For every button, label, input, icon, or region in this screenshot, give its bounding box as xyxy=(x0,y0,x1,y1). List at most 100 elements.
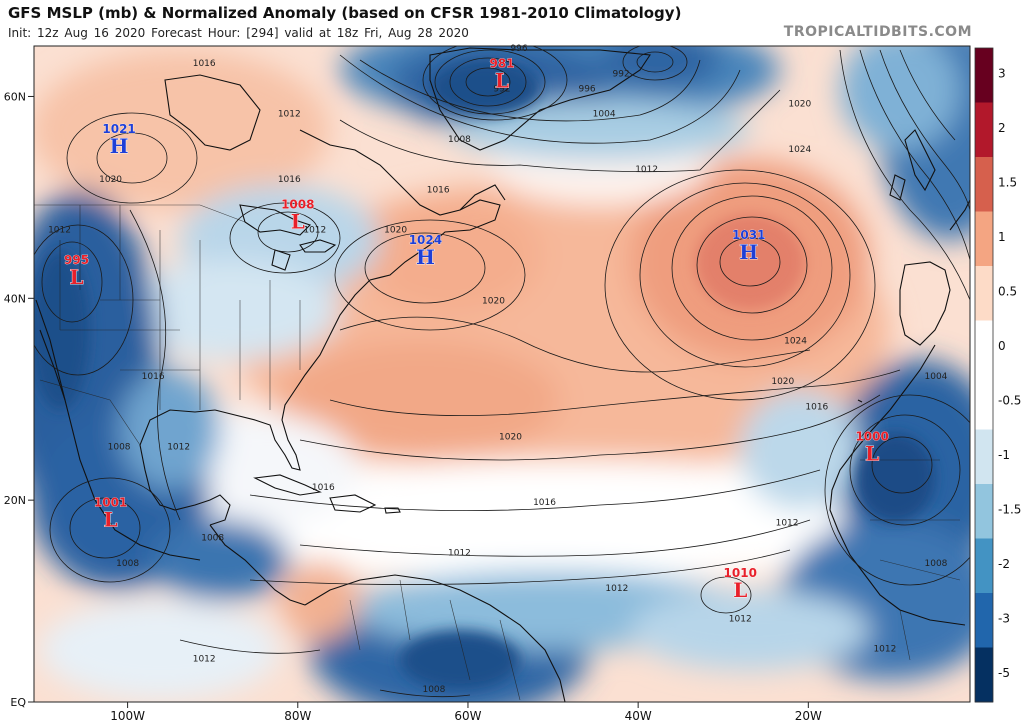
isobar-label: 1012 xyxy=(278,110,301,120)
center-type-letter: H xyxy=(739,240,758,264)
isobar-label: 1020 xyxy=(482,296,505,306)
colorbar-label: 0 xyxy=(998,339,1006,353)
center-type-letter: L xyxy=(70,265,84,289)
colorbar-label: -0.5 xyxy=(998,394,1021,408)
site-watermark[interactable]: TROPICALTIDBITS.COM xyxy=(783,24,972,40)
isobar-label: 1008 xyxy=(201,534,224,544)
page-title: GFS MSLP (mb) & Normalized Anomaly (base… xyxy=(8,4,682,22)
center-type-letter: H xyxy=(110,134,129,158)
colorbar-label: -1.5 xyxy=(998,503,1021,517)
colorbar: 3 2 1.5 1 0.5 0 -0.5 -1 -1.5 -2 -3 -5 xyxy=(974,47,1021,703)
lon-label: 20W xyxy=(795,709,822,723)
isobar-label: 1012 xyxy=(193,655,216,665)
colorbar-segment xyxy=(975,429,993,485)
isobar-label: 1012 xyxy=(303,226,326,236)
isobar-label: 1016 xyxy=(278,175,301,185)
isobar-label: 992 xyxy=(493,84,510,94)
colorbar-segment xyxy=(975,48,993,103)
center-pressure-value: 981 xyxy=(489,56,514,70)
isobar-label: 1008 xyxy=(108,443,131,453)
political-boundaries xyxy=(34,204,961,701)
colorbar-segment xyxy=(975,266,993,321)
isobar-label: 1016 xyxy=(312,483,335,493)
isobar-label: 1004 xyxy=(925,372,948,382)
isobar-label: 1012 xyxy=(448,549,471,559)
isobar-label: 1016 xyxy=(142,372,165,382)
center-type-letter: H xyxy=(416,245,435,269)
isobar-label: 1016 xyxy=(805,402,828,412)
isobar-labels: 1016 1012 1020 1016 1016 1008 1012 1020 1012 1020… xyxy=(48,44,948,695)
colorbar-label: -3 xyxy=(998,612,1010,626)
isobars xyxy=(34,46,970,698)
isobar-label: 1016 xyxy=(533,498,556,508)
lat-label: 60N xyxy=(4,90,26,103)
colorbar-segment xyxy=(975,320,993,376)
lat-label: EQ xyxy=(10,696,26,709)
lat-label: 20N xyxy=(4,494,26,507)
isobar-label: 1008 xyxy=(448,135,471,145)
isobar-label: 996 xyxy=(578,84,595,94)
map-frame xyxy=(33,45,971,703)
isobar-label: 1020 xyxy=(99,175,122,185)
center-pressure-value: 1010 xyxy=(724,566,757,580)
isobar-label: 1008 xyxy=(422,685,445,695)
anomaly-field xyxy=(34,46,970,702)
colorbar-label: -5 xyxy=(998,666,1010,680)
coastlines xyxy=(35,47,970,702)
isobar-label: 1020 xyxy=(771,377,794,387)
center-pressure-value: 1008 xyxy=(281,198,314,212)
center-pressure-value: 1000 xyxy=(855,430,888,444)
isobar-label: 1012 xyxy=(167,443,190,453)
lon-label: 60W xyxy=(454,709,481,723)
colorbar-frame xyxy=(974,47,994,703)
center-pressure-value: 1001 xyxy=(94,495,127,509)
isobar-label: 1020 xyxy=(384,226,407,236)
colorbar-label: -1 xyxy=(998,448,1010,462)
center-pressure-value: 1021 xyxy=(102,122,135,136)
colorbar-segment xyxy=(975,102,993,158)
colorbar-segment xyxy=(975,375,993,430)
colorbar-label: 1 xyxy=(998,230,1006,244)
isobar-label: 1020 xyxy=(499,433,522,443)
colorbar-label: 3 xyxy=(998,67,1006,81)
isobar-label: 1012 xyxy=(729,614,752,624)
center-type-letter: L xyxy=(291,210,305,234)
center-type-letter: L xyxy=(733,578,747,602)
lon-label: 80W xyxy=(284,709,311,723)
center-pressure-value: 1024 xyxy=(409,233,442,247)
isobar-label: 996 xyxy=(510,44,527,54)
isobar-label: 1024 xyxy=(788,145,811,155)
isobar-label: 1008 xyxy=(116,559,139,569)
pressure-centers: 981L1021H1008L1024H1031H995L1000L1001L10… xyxy=(64,56,889,602)
isobar-label: 1016 xyxy=(427,185,450,195)
colorbar-segment xyxy=(975,538,993,594)
center-pressure-value: 1031 xyxy=(732,228,765,242)
isobar-label: 1012 xyxy=(605,584,628,594)
lon-label: 40W xyxy=(625,709,652,723)
forecast-subtitle: Init: 12z Aug 16 2020 Forecast Hour: [29… xyxy=(8,26,469,40)
colorbar-label: 1.5 xyxy=(998,176,1017,190)
colorbar-label: 2 xyxy=(998,121,1006,135)
center-pressure-value: 995 xyxy=(64,253,89,267)
isobar-label: 1016 xyxy=(193,59,216,69)
colorbar-segment xyxy=(975,211,993,267)
isobar-label: 1020 xyxy=(788,100,811,110)
colorbar-segment xyxy=(975,593,993,648)
axis-labels: 60N 40N 20N EQ 100W 80W 60W 40W 20W xyxy=(4,90,822,723)
isobar-label: 1024 xyxy=(784,337,807,347)
isobar-label: 1012 xyxy=(635,165,658,175)
isobar-label: 1008 xyxy=(925,559,948,569)
colorbar-label: 0.5 xyxy=(998,285,1017,299)
colorbar-segment xyxy=(975,647,993,703)
colorbar-segment xyxy=(975,484,993,539)
